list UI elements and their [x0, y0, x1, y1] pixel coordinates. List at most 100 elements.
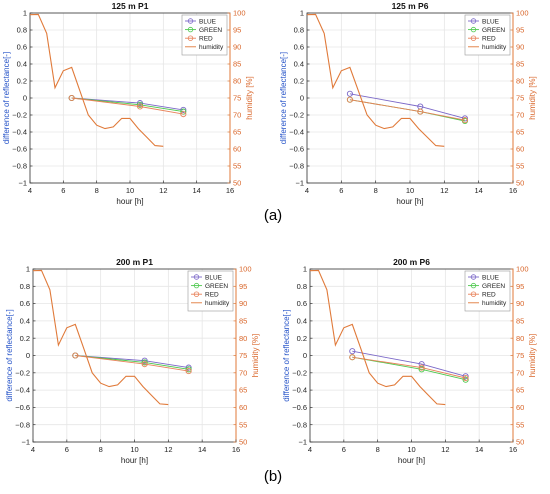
y-tick-label: 0.2 [20, 334, 30, 343]
y-right-tick-label: 75 [516, 94, 524, 103]
y-tick-label: 0.8 [20, 282, 30, 291]
y-tick-label: 0 [300, 94, 304, 103]
x-tick-label: 16 [509, 186, 517, 195]
legend-entry-green: GREEN [199, 27, 222, 34]
y-right-tick-label: 65 [239, 386, 247, 395]
y-right-tick-label: 95 [233, 26, 241, 35]
legend-entry-blue: BLUE [205, 274, 223, 281]
x-tick-label: 14 [475, 445, 483, 454]
y-tick-label: 0.2 [294, 77, 304, 86]
legend-entry-humidity: humidity [482, 300, 507, 307]
y-tick-label: −0.4 [289, 128, 304, 137]
data-point-blue [141, 357, 148, 364]
y-right-tick-label: 95 [239, 282, 247, 291]
series-line-red [75, 355, 189, 372]
y-tick-label: −0.4 [292, 386, 307, 395]
y-right-tick-label: 50 [239, 438, 247, 447]
legend-entry-blue: BLUE [199, 18, 217, 25]
y-right-tick-label: 55 [233, 162, 241, 171]
y-right-tick-label: 65 [233, 128, 241, 137]
y-tick-label: −1 [298, 438, 307, 447]
x-tick-label: 6 [61, 186, 65, 195]
chart-title: 125 m P6 [392, 1, 429, 11]
y-tick-label: −0.4 [12, 128, 27, 137]
y-right-tick-label: 90 [516, 299, 524, 308]
y-tick-label: −0.2 [289, 111, 304, 120]
x-tick-label: 6 [342, 445, 346, 454]
data-point-blue [136, 100, 144, 107]
y-right-tick-label: 90 [233, 43, 241, 52]
y-right-tick-label: 85 [239, 317, 247, 326]
x-tick-label: 10 [126, 186, 134, 195]
y-tick-label: 0.4 [20, 317, 30, 326]
y-tick-label: −0.6 [292, 403, 307, 412]
chart-panel-4: 4 6 8 10 12 14 16 −1 −0.8 −0.6 −0.4 −0.2 0 0.2 0.4 0.6 0… [282, 257, 537, 465]
y-right-tick-label: 90 [239, 299, 247, 308]
series-line-green [75, 355, 189, 370]
y-tick-label: −0.8 [15, 420, 30, 429]
y-tick-label: −0.8 [12, 162, 27, 171]
x-tick-label: 12 [441, 445, 449, 454]
data-point-red [141, 361, 148, 368]
x-axis-label: hour [h] [121, 456, 148, 465]
y-right-tick-label: 95 [516, 282, 524, 291]
series-line-green [352, 356, 466, 381]
y-tick-label: 1 [300, 9, 304, 18]
legend-box [464, 270, 511, 312]
y-tick-label: 0.2 [17, 77, 27, 86]
y-right-tick-label: 70 [516, 368, 524, 377]
x-tick-label: 16 [509, 445, 517, 454]
chart-title: 125 m P1 [112, 1, 149, 11]
y-right-tick-label: 75 [516, 351, 524, 360]
x-tick-label: 8 [376, 445, 380, 454]
x-tick-label: 10 [407, 445, 415, 454]
y-right-tick-label: 70 [233, 111, 241, 120]
x-tick-label: 6 [339, 186, 343, 195]
legend-box [464, 14, 511, 56]
data-point-blue [461, 115, 468, 122]
x-axis-label: hour [h] [396, 197, 423, 206]
series-line-red [349, 99, 465, 121]
data-point-red [417, 108, 424, 115]
y-tick-label: 0.6 [294, 43, 304, 52]
y-right-tick-label: 75 [233, 94, 241, 103]
x-tick-label: 14 [192, 186, 200, 195]
y-tick-label: −0.6 [12, 145, 27, 154]
y-right-tick-label: 80 [516, 77, 524, 86]
y-tick-label: −1 [295, 179, 304, 188]
data-point-red [462, 374, 469, 382]
x-tick-label: 8 [374, 186, 378, 195]
data-point-red [180, 111, 187, 118]
chart-title: 200 m P1 [116, 257, 153, 267]
y-tick-label: −1 [21, 438, 30, 447]
y-right-tick-label: 65 [516, 128, 524, 137]
y-tick-label: 0.2 [297, 334, 307, 343]
legend-entry-green: GREEN [482, 27, 505, 34]
data-point-blue [185, 364, 192, 371]
data-point-red [72, 352, 79, 359]
legend-entry-green: GREEN [205, 283, 228, 290]
legend-swatch-marker [470, 274, 477, 280]
data-point-green [462, 376, 469, 383]
legend-entry-humidity: humidity [199, 44, 224, 51]
x-tick-label: 12 [440, 186, 448, 195]
x-tick-label: 16 [226, 186, 234, 195]
legend-box [187, 270, 234, 312]
y-tick-label: −0.4 [15, 386, 30, 395]
legend-entry-blue: BLUE [482, 274, 500, 281]
x-tick-label: 4 [31, 445, 35, 454]
y-axis-label: difference of reflectance[-] [5, 309, 14, 401]
y-right-tick-label: 80 [239, 334, 247, 343]
y-tick-label: −0.6 [15, 403, 30, 412]
y-tick-label: −0.2 [292, 368, 307, 377]
data-point-green [141, 359, 148, 366]
data-point-blue [346, 90, 353, 97]
y-tick-label: −1 [18, 179, 27, 188]
legend-entry-blue: BLUE [482, 18, 500, 25]
y-right-tick-label: 100 [233, 9, 246, 18]
y-right-tick-label: 90 [516, 43, 524, 52]
y-tick-label: 0 [303, 351, 307, 360]
data-point-red [418, 364, 425, 371]
x-tick-label: 4 [308, 445, 312, 454]
